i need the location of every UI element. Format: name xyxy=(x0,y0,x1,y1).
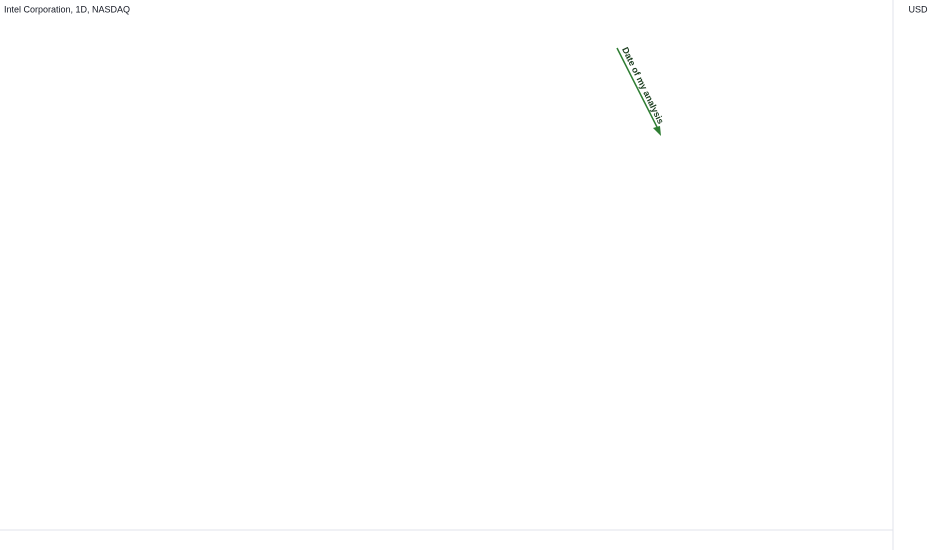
chart-title: Intel Corporation, 1D, NASDAQ xyxy=(4,4,130,14)
annotation-arrowhead xyxy=(653,126,661,136)
annotation-arrow xyxy=(616,47,660,132)
currency: USD xyxy=(908,4,928,14)
